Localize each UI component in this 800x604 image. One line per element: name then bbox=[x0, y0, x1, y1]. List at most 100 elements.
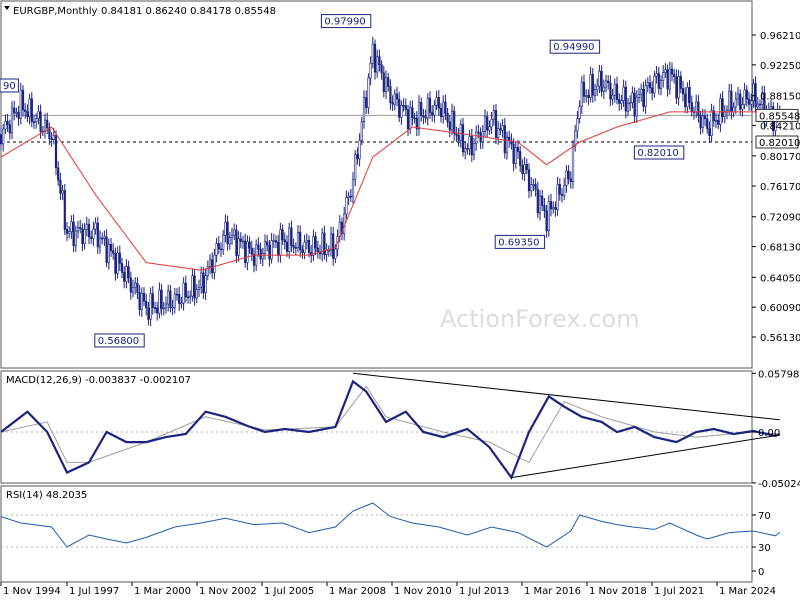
candle-body bbox=[0, 134, 3, 145]
candle-body bbox=[360, 121, 363, 141]
candle-body bbox=[532, 184, 535, 186]
candle-body bbox=[270, 240, 273, 260]
candle-body bbox=[288, 227, 291, 252]
candle-body bbox=[554, 207, 557, 210]
price-axis-label: 0.76170 bbox=[760, 182, 800, 193]
candle-body bbox=[349, 195, 352, 198]
candle-body bbox=[167, 290, 170, 305]
candle-body bbox=[600, 70, 603, 92]
candle-body bbox=[362, 97, 366, 122]
candle-body bbox=[488, 126, 491, 131]
candle-body bbox=[750, 100, 753, 105]
candle-body bbox=[723, 111, 726, 117]
candle-body bbox=[81, 228, 84, 244]
candle-body bbox=[8, 124, 11, 134]
candle-body bbox=[499, 128, 502, 131]
candle-body bbox=[103, 236, 106, 239]
candle-body bbox=[635, 97, 638, 117]
candle-body bbox=[503, 125, 506, 154]
candle-body bbox=[237, 238, 240, 256]
candle-body bbox=[358, 140, 361, 160]
candle-body bbox=[422, 115, 425, 118]
candle-body bbox=[292, 245, 295, 248]
candle-body bbox=[400, 105, 403, 118]
time-axis-label: 1 Nov 1994 bbox=[3, 586, 61, 597]
candle-body bbox=[321, 232, 324, 255]
candle-body bbox=[527, 169, 531, 192]
candle-body bbox=[35, 118, 38, 123]
candle-body bbox=[32, 121, 36, 124]
candle-body bbox=[448, 121, 451, 131]
price-axis-label: 0.56130 bbox=[760, 333, 800, 344]
annotation-box bbox=[633, 145, 685, 160]
candle-body bbox=[299, 232, 302, 251]
candle-body bbox=[558, 184, 561, 195]
price-label-box bbox=[755, 108, 799, 122]
candle-body bbox=[283, 239, 286, 243]
price-label-box bbox=[755, 135, 799, 149]
candle-body bbox=[233, 229, 236, 236]
candle-body bbox=[653, 75, 656, 94]
candle-body bbox=[395, 93, 399, 100]
price-axis-label: 0.68130 bbox=[760, 243, 800, 254]
price-axis-label: 0.72090 bbox=[760, 213, 800, 224]
candle-body bbox=[305, 239, 308, 243]
candle-body bbox=[673, 73, 676, 78]
candle-body bbox=[307, 239, 311, 253]
candle-body bbox=[483, 116, 487, 132]
candle-body bbox=[189, 295, 192, 298]
price-annotation: 0.94990 bbox=[549, 39, 601, 54]
candle-body bbox=[61, 190, 64, 194]
candle-body bbox=[378, 56, 381, 66]
candle-body bbox=[591, 73, 594, 96]
candle-body bbox=[631, 92, 634, 104]
candle-body bbox=[574, 130, 577, 147]
candle-body bbox=[131, 286, 135, 293]
price-annotation: 0.69350 bbox=[494, 234, 546, 249]
candle-body bbox=[569, 178, 572, 183]
candle-body bbox=[602, 86, 605, 92]
candle-body bbox=[74, 230, 77, 246]
candle-body bbox=[354, 154, 357, 180]
candle-body bbox=[523, 164, 526, 174]
candle-body bbox=[138, 292, 141, 310]
candle-body bbox=[92, 228, 95, 239]
annotation-label: 0.82010 bbox=[637, 148, 678, 159]
candle-body bbox=[486, 116, 489, 131]
candle-body bbox=[613, 83, 616, 96]
candle-body bbox=[294, 247, 297, 249]
candle-body bbox=[490, 119, 493, 128]
candle-body bbox=[127, 266, 130, 279]
candle-body bbox=[268, 244, 271, 260]
candle-body bbox=[453, 110, 456, 134]
price-annotation: 0.82010 bbox=[633, 145, 685, 160]
candle-body bbox=[296, 232, 300, 248]
symbol-dropdown-icon[interactable] bbox=[4, 6, 10, 10]
candle-body bbox=[114, 253, 117, 274]
current-price-label: 0.85548 bbox=[759, 111, 800, 122]
time-axis-label: 1 Mar 2016 bbox=[524, 586, 581, 597]
candle-body bbox=[263, 241, 267, 254]
annotation-label: 90 bbox=[3, 81, 16, 92]
candle-body bbox=[2, 128, 5, 145]
candle-body bbox=[217, 243, 220, 250]
candle-body bbox=[611, 94, 614, 100]
candle-body bbox=[618, 99, 621, 104]
time-axis-label: 1 Mar 2000 bbox=[134, 586, 191, 597]
candle-body bbox=[686, 87, 689, 108]
candle-body bbox=[208, 259, 212, 268]
candle-body bbox=[213, 254, 216, 274]
time-axis-label: 1 Mar 2024 bbox=[719, 586, 776, 597]
candle-body bbox=[151, 293, 154, 308]
price-axis-label: 0.96210 bbox=[760, 31, 800, 42]
candle-body bbox=[512, 143, 515, 165]
candle-body bbox=[732, 106, 735, 113]
candle-body bbox=[598, 70, 601, 87]
candle-body bbox=[90, 236, 93, 239]
annotation-box bbox=[94, 333, 145, 348]
candle-body bbox=[706, 118, 709, 129]
candle-body bbox=[52, 135, 55, 140]
candle-body bbox=[180, 302, 183, 305]
candle-body bbox=[380, 64, 383, 74]
candle-body bbox=[120, 263, 124, 273]
